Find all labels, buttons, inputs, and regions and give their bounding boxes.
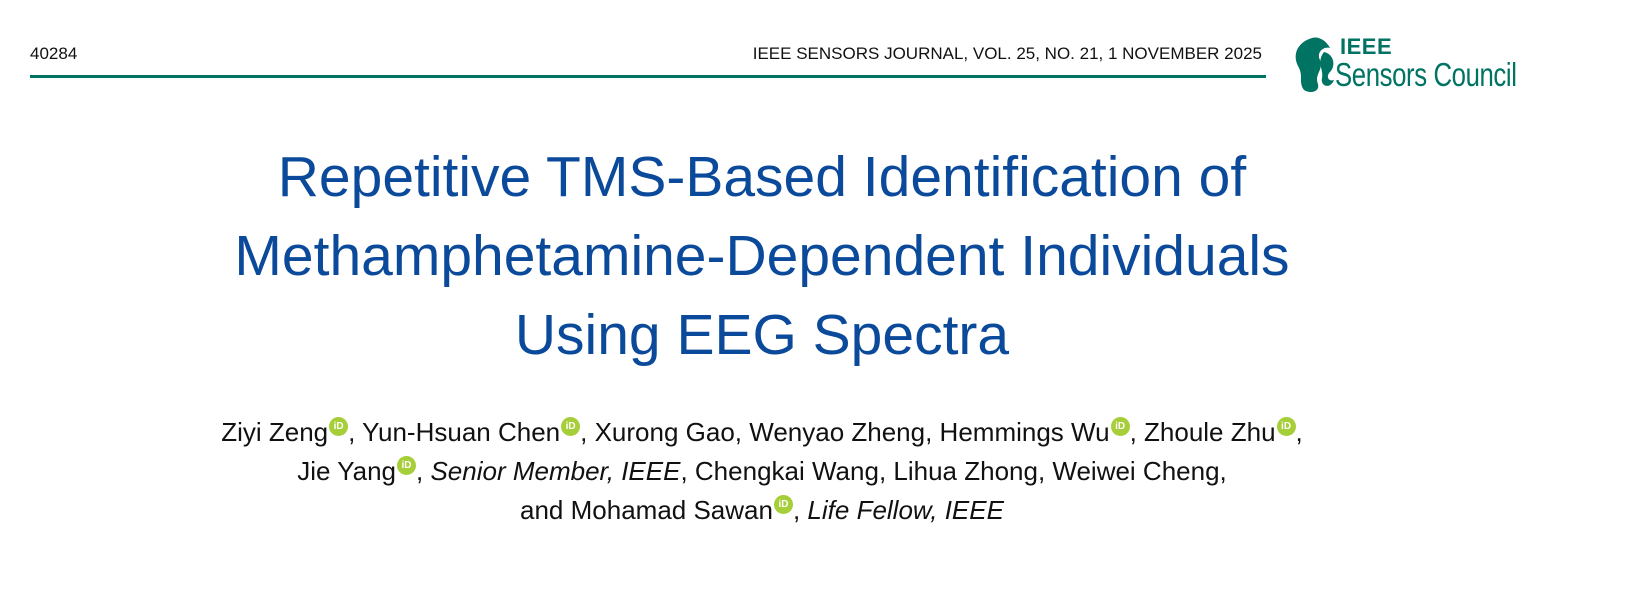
author: Yun-Hsuan Chen [362,417,561,447]
orcid-icon[interactable]: iD [561,417,581,436]
sensors-swirl-icon [1295,37,1334,92]
title-line: Repetitive TMS-Based Identification of [277,145,1247,209]
header-rule [30,75,1266,78]
author: Zhoule Zhu [1144,417,1276,447]
author-line: Jie Yang iD, Senior Member, IEEE, Chengka… [297,456,1227,486]
orcid-icon[interactable]: iD [1110,417,1130,436]
ieee-sensors-council-logo: IEEE Sensors Council [1290,34,1520,96]
author-line: Ziyi Zeng iD, Yun-Hsuan Chen iD, Xurong Ga… [221,417,1303,447]
orcid-icon[interactable]: iD [773,495,793,514]
title-line: Using EEG Spectra [514,303,1010,367]
author: Ziyi Zeng [221,417,329,447]
logo-ieee-text: IEEE [1340,34,1393,59]
author: Xurong Gao, Wenyao Zheng, Hemmings Wu [594,417,1110,447]
orcid-icon[interactable]: iD [1276,417,1296,436]
author-list: Ziyi Zeng iD, Yun-Hsuan Chen iD, Xurong Ga… [0,413,1524,530]
author: and Mohamad Sawan [520,495,773,525]
author-membership: Senior Member, IEEE [430,456,681,486]
author-line: and Mohamad Sawan iD, Life Fellow, IEEE [520,495,1004,525]
author: Jie Yang [297,456,396,486]
orcid-icon[interactable]: iD [397,456,416,475]
page-number: 40284 [30,44,78,63]
title-line: Methamphetamine-Dependent Individuals [234,224,1290,288]
author: Chengkai Wang, Lihua Zhong, Weiwei Cheng… [694,456,1227,486]
author-membership: Life Fellow, IEEE [807,495,1004,525]
orcid-icon[interactable]: iD [329,417,349,436]
journal-info: IEEE SENSORS JOURNAL, VOL. 25, NO. 21, 1… [752,44,1262,63]
logo-council-text: Sensors Council [1335,56,1517,93]
paper-title: Repetitive TMS-Based Identification of M… [0,138,1524,375]
